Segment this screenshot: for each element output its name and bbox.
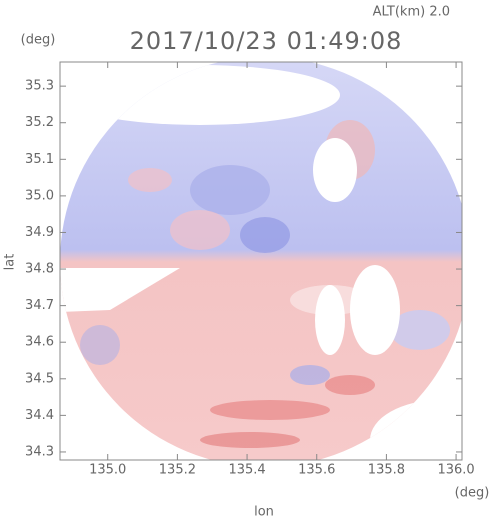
y-axis-label: lat	[3, 254, 18, 271]
x-unit: (deg)	[455, 486, 490, 501]
patch	[240, 217, 290, 253]
no-data	[350, 265, 400, 355]
y-tick-label: 35.2	[25, 115, 54, 130]
x-tick-label: 135.2	[159, 463, 196, 478]
y-tick-label: 34.8	[25, 262, 54, 277]
no-data	[313, 138, 357, 202]
y-tick-label: 35.1	[25, 152, 54, 167]
y-tick-label: 34.4	[25, 408, 54, 423]
plot-frame	[59, 61, 463, 461]
y-unit: (deg)	[21, 33, 56, 48]
patch	[128, 168, 172, 192]
no-data	[315, 285, 345, 355]
no-data	[60, 268, 180, 312]
patch	[170, 210, 230, 250]
patch	[210, 400, 330, 420]
patch	[390, 310, 450, 350]
velocity-field	[60, 62, 462, 460]
x-tick-label: 135.6	[298, 463, 335, 478]
y-tick-label: 34.3	[25, 444, 54, 459]
patch	[325, 375, 375, 395]
x-tick-label: 135.4	[228, 463, 265, 478]
patch	[290, 365, 330, 385]
patch	[200, 432, 300, 448]
y-tick-label: 35.3	[25, 79, 54, 94]
x-tick-label: 135.0	[89, 463, 126, 478]
patch	[80, 325, 120, 365]
radar-image	[60, 62, 462, 460]
patch	[190, 165, 270, 215]
y-tick-label: 34.6	[25, 335, 54, 350]
y-tick-label: 35.0	[25, 188, 54, 203]
x-axis-label: lon	[254, 505, 274, 520]
no-data	[60, 65, 340, 125]
chart-title: 2017/10/23 01:49:08	[130, 27, 403, 55]
y-tick-label: 34.9	[25, 225, 54, 240]
x-tick-label: 135.8	[368, 463, 405, 478]
y-tick-label: 34.5	[25, 371, 54, 386]
y-tick-label: 34.7	[25, 298, 54, 313]
subtitle: ALT(km) 2.0	[373, 5, 450, 20]
x-tick-label: 136.0	[437, 463, 474, 478]
